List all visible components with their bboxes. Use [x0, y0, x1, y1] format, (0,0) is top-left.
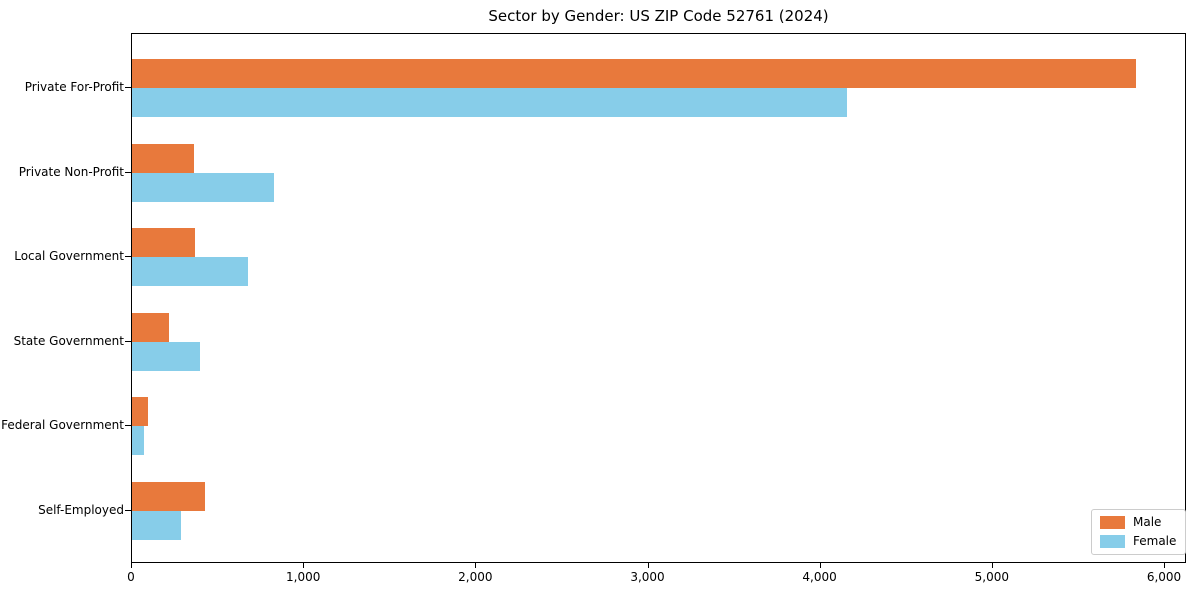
x-tick-mark	[303, 563, 305, 568]
bar-female-local-government	[132, 257, 249, 286]
plot-area	[131, 33, 1186, 563]
x-tick-label: 0	[127, 570, 135, 584]
x-tick-mark	[1164, 563, 1165, 568]
legend-swatch-female	[1100, 535, 1125, 548]
y-axis-label-self-employed: Self-Employed	[38, 502, 124, 517]
y-tick-mark	[125, 509, 131, 511]
x-tick-mark	[647, 563, 649, 568]
x-tick-label: 6,000	[1146, 570, 1182, 584]
x-tick-mark	[131, 563, 132, 568]
y-tick-mark	[125, 171, 131, 173]
y-tick-mark	[125, 87, 131, 88]
bar-male-self-employed	[132, 481, 206, 511]
x-tick-label: 2,000	[458, 570, 493, 584]
y-tick-mark	[125, 256, 131, 257]
bar-male-local-government	[132, 228, 195, 257]
legend-entry-male: Male	[1100, 516, 1176, 529]
bar-female-private-non-profit	[132, 172, 274, 202]
y-axis-label-local-government: Local Government	[14, 249, 124, 263]
y-axis-label-federal-government: Federal Government	[1, 418, 124, 432]
x-tick-label: 4,000	[802, 570, 837, 584]
bar-male-federal-government	[132, 397, 148, 426]
x-tick-mark	[819, 563, 821, 568]
bar-male-private-non-profit	[132, 143, 194, 173]
legend: Male Female	[1091, 509, 1187, 555]
y-axis-label-private-for-profit: Private For-Profit	[24, 80, 124, 94]
legend-label-male: Male	[1133, 515, 1162, 529]
legend-entry-female: Female	[1100, 535, 1176, 548]
legend-label-female: Female	[1133, 534, 1177, 548]
x-tick-label: 5,000	[974, 570, 1009, 584]
y-axis-label-state-government: State Government	[13, 333, 124, 348]
x-tick-mark	[475, 563, 477, 568]
bar-female-federal-government	[132, 426, 145, 455]
legend-swatch-male	[1100, 516, 1125, 529]
bar-female-self-employed	[132, 510, 182, 540]
bar-male-state-government	[132, 312, 169, 342]
bar-female-state-government	[132, 341, 200, 371]
bar-female-private-for-profit	[132, 88, 847, 117]
x-tick-mark	[991, 563, 993, 568]
bar-male-private-for-profit	[132, 59, 1136, 88]
x-tick-label: 3,000	[630, 570, 665, 584]
y-tick-mark	[125, 340, 131, 342]
y-tick-mark	[125, 425, 131, 426]
x-tick-label: 1,000	[286, 570, 321, 584]
chart-title: Sector by Gender: US ZIP Code 52761 (202…	[488, 7, 829, 25]
y-axis-label-private-non-profit: Private Non-Profit	[18, 164, 124, 179]
